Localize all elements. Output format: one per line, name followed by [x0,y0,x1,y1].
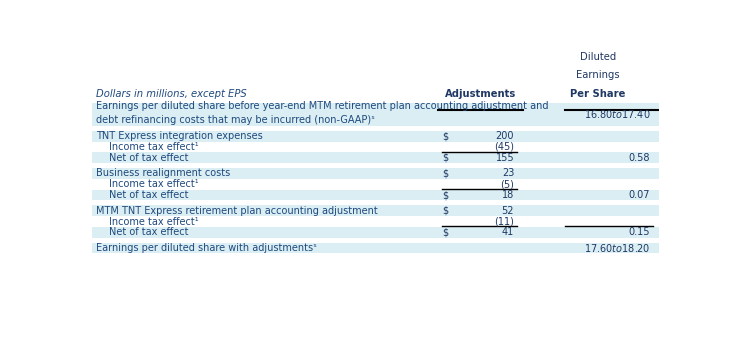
Text: (5): (5) [500,179,514,189]
Text: Dollars in millions, except EPS: Dollars in millions, except EPS [96,90,247,99]
Text: Adjustments: Adjustments [444,90,516,99]
Bar [92,243,659,253]
Bar [92,216,659,227]
Text: Net of tax effect: Net of tax effect [108,190,188,200]
Text: $16.80 to $17.40: $16.80 to $17.40 [583,108,650,120]
Bar [92,205,659,216]
Bar [92,131,659,141]
Text: 41: 41 [502,227,514,237]
Bar [92,179,659,190]
Text: 200: 200 [496,131,514,141]
Text: 155: 155 [496,153,514,163]
Bar [92,163,659,168]
Bar [92,168,659,179]
Text: Income tax effect¹: Income tax effect¹ [108,179,198,189]
Text: 18: 18 [502,190,514,200]
Bar [92,190,659,200]
Text: 0.15: 0.15 [629,227,650,237]
Text: $: $ [442,131,448,141]
Text: 0.07: 0.07 [629,190,650,200]
Text: Net of tax effect: Net of tax effect [108,153,188,163]
Text: Net of tax effect: Net of tax effect [108,227,188,237]
Text: Earnings per diluted share before year-end MTM retirement plan accounting adjust: Earnings per diluted share before year-e… [96,101,548,125]
Text: MTM TNT Express retirement plan accounting adjustment: MTM TNT Express retirement plan accounti… [96,206,378,216]
Bar [92,152,659,163]
Text: Per Share: Per Share [570,90,626,99]
Text: $: $ [442,153,448,163]
Text: $: $ [442,190,448,200]
Bar [92,103,659,126]
Text: (45): (45) [494,142,514,152]
Text: $: $ [442,168,448,178]
Text: Income tax effect¹: Income tax effect¹ [108,217,198,227]
Bar [92,126,659,131]
Text: $: $ [442,206,448,216]
Text: $17.60 to $18.20: $17.60 to $18.20 [584,242,650,254]
Text: Earnings per diluted share with adjustmentsˢ: Earnings per diluted share with adjustme… [96,243,317,253]
Bar [92,238,659,243]
Text: TNT Express integration expenses: TNT Express integration expenses [96,131,263,141]
Text: Earnings: Earnings [576,71,620,80]
Text: Diluted: Diluted [580,52,616,61]
Text: 23: 23 [501,168,514,178]
Bar [92,200,659,205]
Bar [92,141,659,152]
Text: 0.58: 0.58 [629,153,650,163]
Text: Income tax effect¹: Income tax effect¹ [108,142,198,152]
Text: (11): (11) [494,217,514,227]
Text: $: $ [442,227,448,237]
Bar [92,227,659,238]
Text: Business realignment costs: Business realignment costs [96,168,231,178]
Text: 52: 52 [501,206,514,216]
